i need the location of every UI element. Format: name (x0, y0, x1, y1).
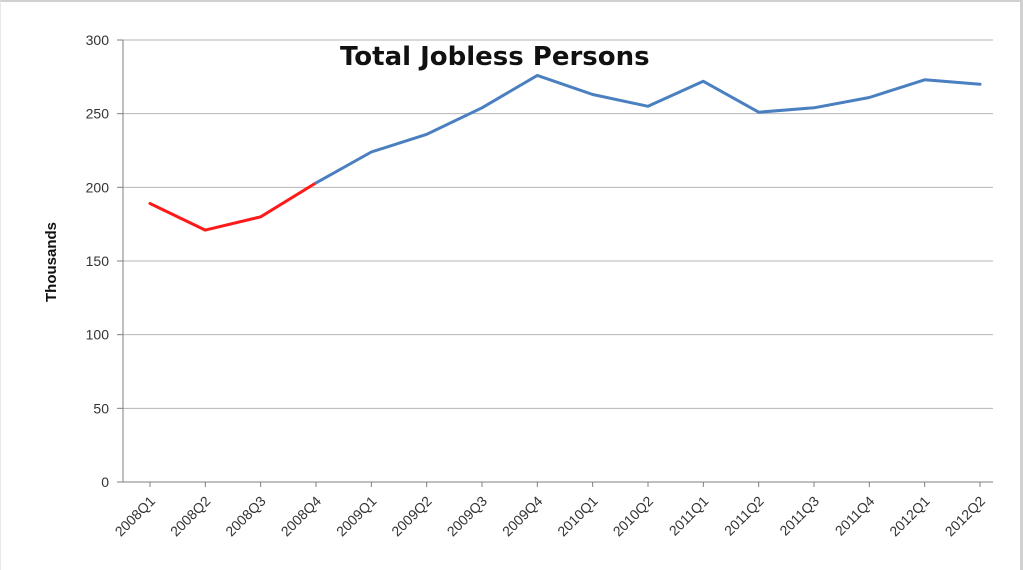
y-tick-label: 150 (86, 253, 110, 269)
x-tick-label: 2010Q1 (554, 493, 601, 540)
x-tick-label: 2011Q4 (832, 493, 878, 539)
x-tick-label: 2012Q1 (886, 493, 933, 540)
x-tick-label: 2011Q2 (721, 493, 767, 539)
series-line-1 (148, 181, 318, 232)
y-tick-label: 50 (93, 400, 109, 416)
y-tick-label: 200 (86, 179, 110, 195)
x-tick-label: 2009Q3 (444, 493, 491, 540)
series-line-2 (314, 73, 982, 185)
x-tick-label: 2009Q1 (333, 493, 380, 540)
y-axis-label: Thousands (43, 222, 60, 302)
x-tick-label: 2008Q4 (278, 493, 325, 540)
x-tick-label: 2011Q1 (666, 493, 712, 539)
y-tick-label: 300 (86, 32, 110, 48)
x-tick-label: 2008Q3 (222, 493, 269, 540)
y-tick-label: 100 (86, 327, 110, 343)
chart-title: Total Jobless Persons (340, 42, 650, 72)
x-tick-label: 2009Q4 (499, 493, 546, 540)
y-tick-label: 250 (86, 106, 110, 122)
x-tick-label: 2009Q2 (388, 493, 435, 540)
x-tick-label: 2011Q3 (776, 493, 822, 539)
x-tick-label: 2008Q1 (112, 493, 159, 540)
x-tick-label: 2008Q2 (167, 493, 214, 540)
y-tick-label: 0 (101, 474, 109, 490)
x-tick-label: 2012Q2 (942, 493, 989, 540)
x-tick-label: 2010Q2 (610, 493, 657, 540)
